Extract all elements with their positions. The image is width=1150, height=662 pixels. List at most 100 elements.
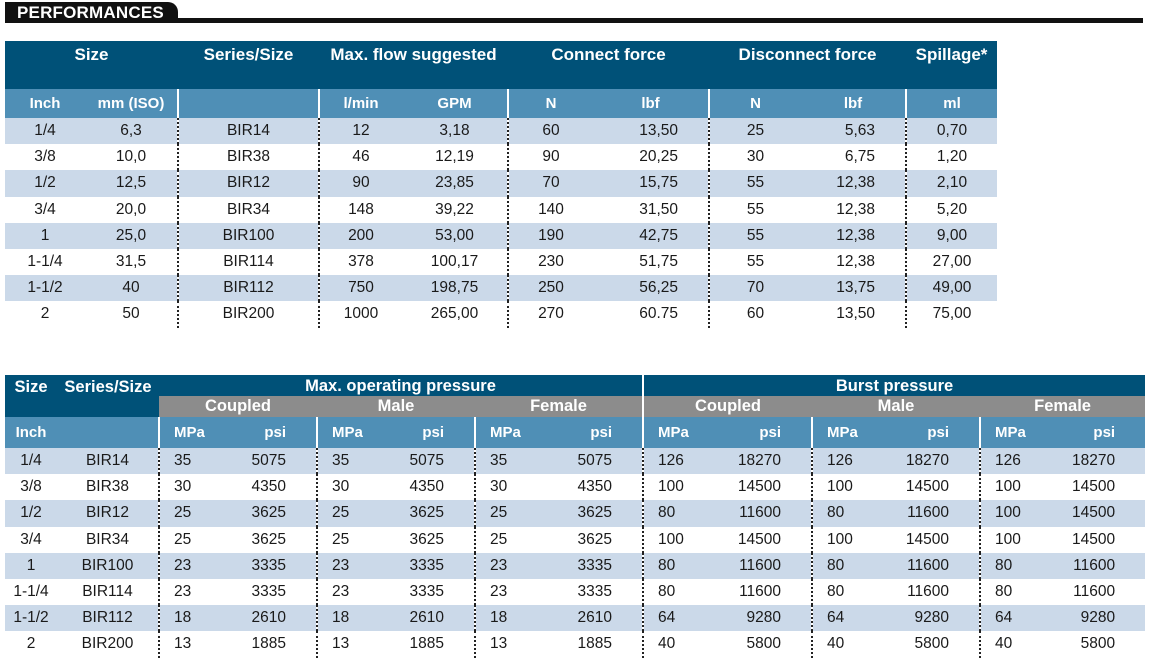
unit-mm: mm (ISO) (85, 89, 179, 118)
cell-mpa: 18 (317, 605, 379, 632)
cell-series: BIR34 (57, 526, 160, 553)
cell-series: BIR112 (57, 605, 160, 632)
cell-psi: 18270 (1044, 448, 1146, 475)
cell-mm: 12,5 (85, 170, 179, 197)
cell-psi: 14500 (1071, 478, 1116, 496)
cell-mpa: 30 (490, 478, 508, 496)
cell-connect-lbf: 31,50 (593, 196, 711, 223)
cell-disconnect-n: 55 (709, 170, 802, 197)
header-max-operating-pressure: Max. operating pressure (159, 375, 645, 396)
cell-mpa: 100 (995, 478, 1021, 496)
cell-inch: 1 (5, 552, 57, 579)
cell-mpa: 35 (475, 448, 537, 475)
cell-inch: 1/2 (5, 500, 57, 527)
unit-header: Inch (5, 417, 57, 448)
cell-series: BIR100 (178, 222, 320, 249)
cell-mpa: 80 (827, 583, 845, 601)
unit-header: MPa (812, 417, 877, 448)
cell-mpa: 13 (174, 635, 192, 653)
unit-header: psi (221, 417, 318, 448)
unit-n: N (508, 89, 593, 118)
subheader-female: Female (980, 396, 1146, 417)
cell-series: BIR112 (178, 275, 320, 302)
cell-mpa: 80 (812, 500, 877, 527)
cell-mpa: 80 (812, 552, 877, 579)
cell-mpa: 64 (643, 605, 710, 632)
cell-psi: 9280 (709, 605, 814, 632)
cell-connect-n: 90 (542, 148, 560, 166)
cell-mpa: 100 (980, 500, 1045, 527)
cell-mpa: 30 (174, 478, 192, 496)
cell-mpa: 100 (658, 530, 684, 548)
cell-mpa: 100 (658, 478, 684, 496)
cell-mm: 40 (85, 275, 179, 302)
title-rule (5, 18, 1143, 23)
cell-psi: 11600 (709, 552, 814, 579)
cell-disconnect-n: 30 (746, 148, 765, 166)
cell-psi: 11600 (709, 578, 814, 606)
cell-psi: 3625 (537, 500, 645, 527)
unit-header: MPa (980, 417, 1045, 448)
cell-psi: 3625 (537, 526, 645, 553)
cell-inch: 1-1/2 (5, 275, 85, 302)
cell-connect-n: 190 (508, 222, 593, 249)
cell-series: BIR14 (178, 118, 320, 145)
unit-n: N (709, 89, 802, 118)
cell-psi: 3335 (379, 552, 476, 579)
cell-inch: 3/8 (20, 478, 42, 496)
header-series: Series/Size (57, 375, 159, 417)
cell-psi: 5800 (1080, 635, 1116, 653)
pressure-table: Size Series/Size Max. operating pressure… (5, 375, 1146, 658)
cell-psi: 14500 (876, 474, 982, 501)
cell-mpa: 100 (995, 530, 1021, 548)
cell-mm: 31,5 (85, 248, 179, 276)
cell-mpa: 25 (317, 500, 379, 527)
cell-gpm: 53,00 (402, 222, 509, 249)
unit-header: MPa (475, 417, 537, 448)
cell-psi: 5800 (876, 631, 982, 658)
unit-header: psi (537, 417, 645, 448)
cell-mpa: 23 (159, 552, 221, 579)
cell-disconnect-n: 55 (746, 253, 765, 271)
cell-disconnect-lbf: 13,75 (801, 275, 908, 302)
cell-psi: 18270 (876, 448, 982, 475)
cell-lmin: 46 (352, 148, 370, 166)
cell-lmin: 148 (348, 200, 374, 218)
unit-lmin: l/min (319, 89, 402, 118)
unit-header: MPa (159, 417, 221, 448)
cell-mpa: 80 (658, 583, 676, 601)
cell-mm: 20,0 (85, 196, 179, 223)
cell-lmin: 90 (319, 170, 402, 197)
cell-psi: 9280 (876, 605, 982, 632)
cell-mpa: 25 (159, 500, 221, 527)
cell-series: BIR114 (57, 578, 160, 606)
section-title: PERFORMANCES (5, 2, 178, 22)
cell-mpa: 13 (490, 635, 508, 653)
cell-lmin: 1000 (343, 305, 379, 323)
cell-gpm: 100,17 (402, 248, 509, 276)
table-row: 2 50 BIR200 1000 265,00 270 60.75 60 13,50 75,00 (5, 301, 997, 328)
unit-ml: ml (906, 89, 998, 118)
cell-inch: 1/2 (5, 170, 85, 197)
cell-mpa: 35 (159, 448, 221, 475)
cell-inch: 2 (40, 305, 50, 323)
cell-mpa: 100 (827, 478, 853, 496)
cell-disconnect-n: 70 (709, 275, 802, 302)
cell-mpa: 64 (980, 605, 1045, 632)
cell-mpa: 40 (658, 635, 676, 653)
subheader-coupled: Coupled (643, 396, 813, 417)
cell-mpa: 13 (332, 635, 350, 653)
cell-psi: 11600 (1073, 583, 1116, 601)
cell-psi: 3625 (379, 500, 476, 527)
cell-psi: 5075 (221, 448, 318, 475)
cell-spillage-ml: 0,70 (906, 118, 998, 145)
table-row: 3/8 10,0 BIR38 46 12,19 90 20,25 30 6,75 1,20 (5, 144, 997, 171)
cell-psi: 2610 (537, 605, 645, 632)
cell-inch: 3/8 (34, 148, 56, 166)
header-spillage: Spillage* (906, 41, 998, 89)
cell-mpa: 126 (812, 448, 877, 475)
cell-gpm: 12,19 (402, 144, 509, 171)
cell-psi: 3335 (221, 578, 318, 606)
cell-mm: 6,3 (85, 118, 179, 145)
unit-header: psi (709, 417, 814, 448)
